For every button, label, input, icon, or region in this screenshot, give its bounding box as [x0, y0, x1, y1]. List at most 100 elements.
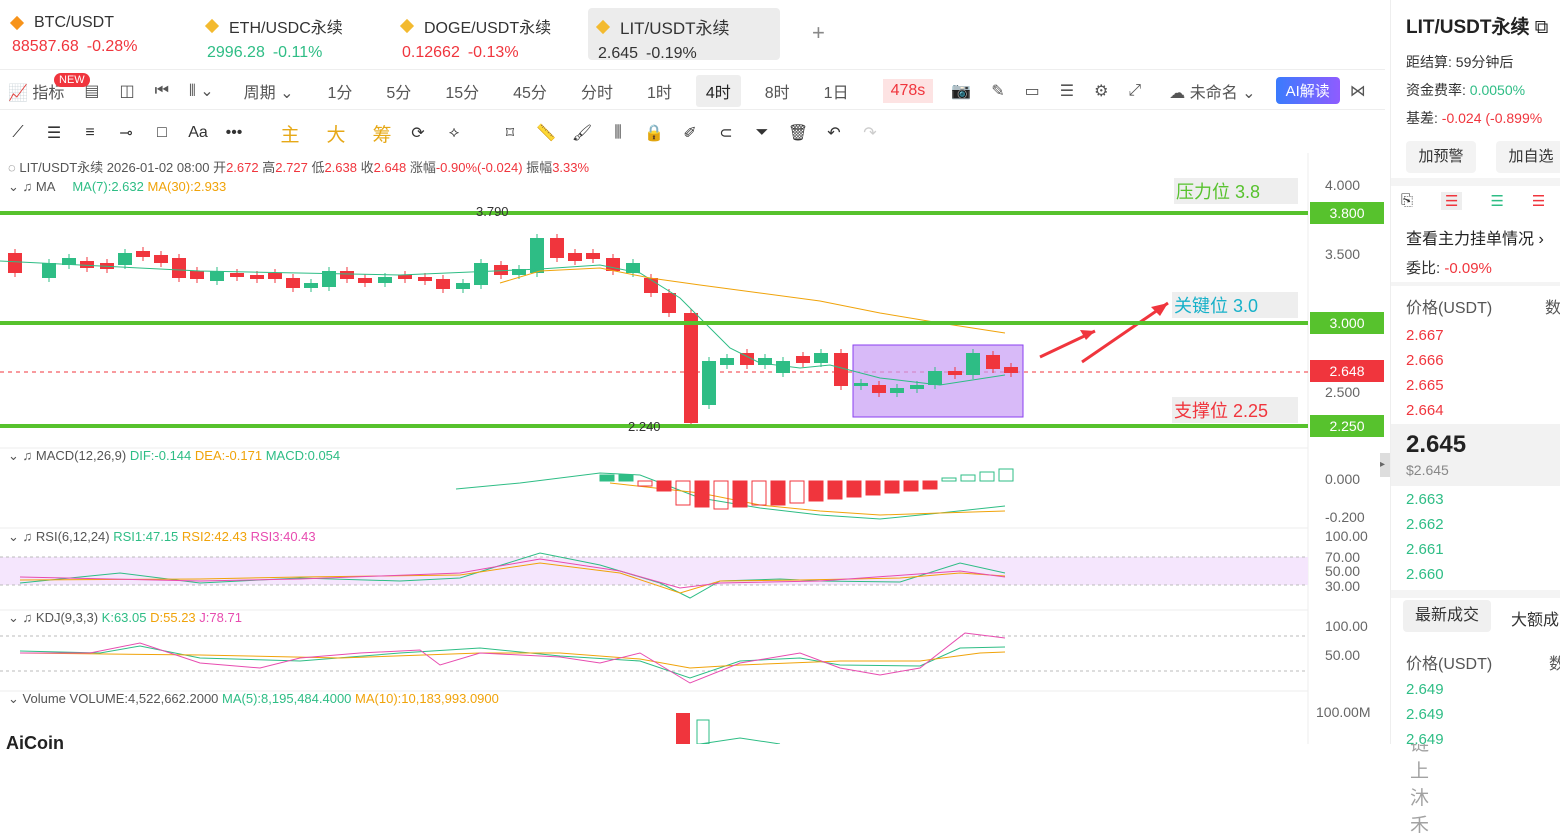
collapse-icon[interactable]: ⌄: [8, 691, 19, 706]
candles-icon[interactable]: ⫼: [614, 124, 622, 141]
interval-45m[interactable]: 45分: [513, 84, 547, 102]
panel-title-text: LIT/USDT永续: [1406, 17, 1530, 38]
latest-trades-tab[interactable]: 最新成交: [1403, 600, 1491, 632]
measure-icon[interactable]: ⟡: [448, 124, 460, 141]
line-tool-icon[interactable]: ⟋: [12, 124, 24, 141]
note-icon[interactable]: ⌑: [505, 125, 515, 142]
parallel-tool-icon[interactable]: ☰: [46, 125, 62, 142]
interval-8h[interactable]: 8时: [764, 84, 790, 102]
filter-icon[interactable]: ⏷: [755, 124, 769, 141]
chart-area[interactable]: 压力位 3.8 关键位 3.0 支撑位 2.25 3.790 2.240 ◌ L…: [0, 153, 1429, 836]
interval-1m[interactable]: 1分: [327, 84, 353, 102]
key-level-line[interactable]: [0, 321, 1308, 325]
candle-body: [154, 255, 168, 263]
tab-lit-active[interactable]: LIT/USDT永续 2.645 -0.19%: [588, 8, 780, 62]
ma7-value: MA(7):2.632: [72, 179, 144, 194]
edit-list-icon[interactable]: ✐: [683, 125, 697, 142]
resistance-line[interactable]: [0, 211, 1308, 215]
support-line[interactable]: [0, 424, 1308, 428]
hline-tool-icon[interactable]: ⊸: [119, 125, 133, 142]
view-mixed-icon[interactable]: ☰: [1441, 192, 1463, 210]
candle-body: [42, 263, 56, 278]
grid-icon[interactable]: ◫: [119, 82, 135, 100]
undo-icon[interactable]: ↶: [827, 125, 841, 142]
macd-bar: [713, 480, 729, 510]
tab-change: -0.28%: [86, 38, 138, 55]
popout-icon[interactable]: ⧉: [1534, 17, 1549, 38]
macd-bar: [770, 480, 786, 506]
list-icon[interactable]: ☰: [1059, 82, 1075, 100]
candle-body: [190, 271, 204, 279]
collapse-icon[interactable]: ⌄: [8, 529, 19, 544]
watermark-text: 链上沐禾: [1410, 734, 1430, 836]
interval-1d[interactable]: 1日: [823, 84, 849, 102]
brush-icon[interactable]: 🖌: [571, 125, 593, 142]
high-label: 高: [262, 160, 276, 175]
macd-bar: [941, 477, 957, 482]
interval-4h[interactable]: 4时: [695, 74, 741, 107]
period-dropdown[interactable]: 周期 ⌄: [243, 84, 294, 102]
collapse-icon[interactable]: ⌄: [8, 448, 19, 463]
text-tool-icon[interactable]: Aa: [188, 124, 208, 141]
indicator-button[interactable]: 📈 指标 NEW: [0, 72, 90, 103]
ruler-icon[interactable]: 📏: [536, 125, 556, 142]
comment-icon[interactable]: ▭: [1024, 82, 1040, 100]
interval-15m[interactable]: 15分: [445, 84, 480, 102]
tab-doge[interactable]: DOGE/USDT永续 0.12662 -0.13%: [392, 8, 582, 61]
main-orders-link[interactable]: 查看主力挂单情况 ›: [1406, 231, 1544, 248]
volume-ma5: MA(5):8,195,484.4000: [222, 691, 352, 706]
bell-icon[interactable]: ♫: [22, 529, 33, 544]
sync-icon[interactable]: ⟳: [411, 125, 425, 142]
bell-icon[interactable]: ♫: [22, 179, 33, 194]
add-alert-button[interactable]: 加预警: [1406, 141, 1476, 173]
more-tools-icon[interactable]: •••: [225, 124, 243, 141]
macd-bar: [998, 468, 1014, 482]
add-favorite-button[interactable]: 加自选: [1496, 141, 1560, 173]
layout-name-dropdown[interactable]: ☁ 未命名 ⌄: [1169, 84, 1256, 102]
tab-btc[interactable]: BTC/USDT 88587.68 -0.28%: [2, 8, 182, 60]
channel-tool-icon[interactable]: ≡: [85, 124, 95, 141]
expand-handle[interactable]: ▸: [1380, 453, 1390, 477]
rect-tool-icon[interactable]: □: [157, 124, 167, 141]
interval-timeline[interactable]: 分时: [580, 84, 613, 102]
basis-value: -0.024 (-0.899%: [1441, 110, 1543, 126]
visibility-icon[interactable]: ◌: [8, 160, 16, 175]
camera-icon[interactable]: 📷: [951, 82, 972, 100]
kdj-legend: ⌄ ♫ KDJ(9,3,3) K:63.05 D:55.23 J:78.71: [8, 610, 242, 626]
trash-icon[interactable]: 🗑: [787, 125, 809, 142]
candle-type-icon[interactable]: ⫴ ⌄: [189, 82, 214, 100]
settings-icon[interactable]: ⚙: [1094, 82, 1109, 100]
candle-body: [172, 258, 186, 278]
pen-icon[interactable]: ✎: [991, 82, 1005, 100]
lock-icon[interactable]: 🔒: [644, 125, 664, 142]
add-tab-button[interactable]: +: [812, 20, 825, 45]
view-asks-icon[interactable]: ☰: [1531, 193, 1546, 210]
interval-1h[interactable]: 1时: [646, 84, 672, 102]
replay-icon[interactable]: ⏮: [154, 81, 170, 99]
key-level-label[interactable]: 关键位 3.0: [1172, 292, 1298, 318]
collapse-icon[interactable]: ⌄: [8, 610, 19, 625]
view-both-icon[interactable]: ⎘: [1401, 192, 1414, 209]
support-label[interactable]: 支撑位 2.25: [1172, 397, 1298, 423]
share-icon[interactable]: ⋈: [1349, 82, 1366, 100]
bell-icon[interactable]: ♫: [22, 448, 33, 463]
interval-5m[interactable]: 5分: [386, 84, 412, 102]
chip-button[interactable]: 筹: [372, 124, 392, 146]
funding-label: 资金费率:: [1406, 82, 1466, 98]
ai-analysis-button[interactable]: AI解读: [1275, 77, 1340, 104]
redo-icon[interactable]: ↷: [863, 125, 877, 142]
view-bids-icon[interactable]: ☰: [1490, 193, 1504, 210]
current-price-tag: 2.648: [1310, 360, 1384, 382]
collapse-icon[interactable]: ⌄: [8, 179, 19, 194]
resistance-label[interactable]: 压力位 3.8: [1174, 178, 1298, 204]
fullscreen-icon[interactable]: ⤢: [1128, 81, 1142, 99]
candle-body: [720, 358, 734, 365]
big-trades-tab[interactable]: 大额成: [1511, 612, 1560, 629]
big-order-button[interactable]: 大: [326, 124, 346, 146]
tab-eth[interactable]: ETH/USDC永续 2996.28 -0.11%: [197, 8, 387, 61]
bell-icon[interactable]: ♫: [22, 610, 33, 625]
basis-label: 基差:: [1406, 110, 1438, 126]
main-force-button[interactable]: 主: [280, 124, 300, 146]
magnet-icon[interactable]: ⊂: [719, 125, 733, 142]
layout-icon[interactable]: ▤: [84, 82, 100, 100]
